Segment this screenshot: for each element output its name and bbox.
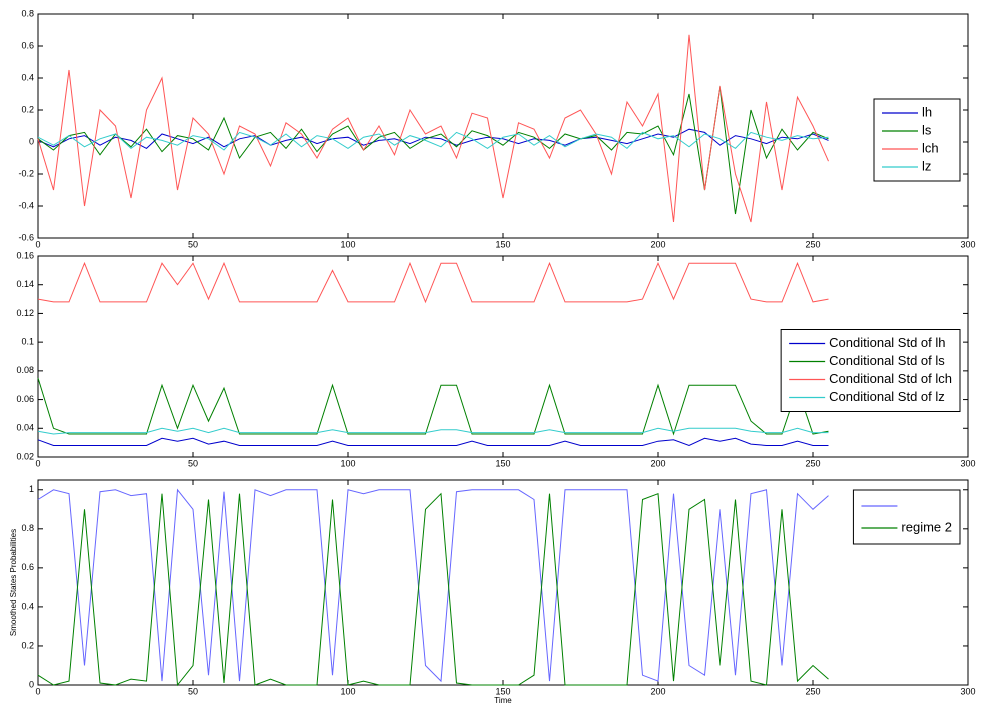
x-tick-label: 50 [188, 239, 198, 249]
x-tick-label: 100 [340, 458, 355, 468]
y-tick-label: -0.4 [18, 200, 34, 210]
series-line [37, 85, 829, 215]
y-tick-label: 0.2 [21, 104, 34, 114]
legend-label: Conditional Std of lh [829, 335, 945, 350]
y-tick-label: 0.4 [21, 601, 34, 611]
y-tick-label: 0.6 [21, 40, 34, 50]
y-tick-label: 0.2 [21, 640, 34, 650]
legend-label: ls [922, 122, 932, 137]
y-tick-label: 0.12 [16, 308, 34, 318]
y-tick-label: 1 [29, 484, 34, 494]
x-tick-label: 0 [35, 239, 40, 249]
legend-label: regime 2 [901, 519, 952, 534]
series-line [37, 261, 829, 304]
x-tick-label: 250 [805, 239, 820, 249]
x-tick-label: 200 [650, 686, 665, 696]
x-tick-label: 250 [805, 686, 820, 696]
y-axis-label: Smoothed States Probabilities [9, 529, 18, 636]
x-tick-label: 0 [35, 458, 40, 468]
legend: regime 2 [852, 489, 961, 545]
legend-label: lh [922, 104, 932, 119]
y-tick-label: 0.8 [21, 523, 34, 533]
y-tick-label: 0.6 [21, 562, 34, 572]
x-tick-label: 100 [340, 686, 355, 696]
y-tick-label: -0.6 [18, 232, 34, 242]
series-line [37, 131, 829, 151]
series-line [37, 492, 829, 687]
y-tick-label: 0 [29, 679, 34, 689]
y-tick-label: 0.06 [16, 394, 34, 404]
y-tick-label: 0.1 [21, 337, 34, 347]
x-tick-label: 250 [805, 458, 820, 468]
y-tick-label: 0.02 [16, 451, 34, 461]
x-tick-label: 50 [188, 458, 198, 468]
legend-label: Conditional Std of lch [829, 371, 952, 386]
legend-label: Conditional Std of lz [829, 389, 945, 404]
legend: Conditional Std of lh Conditional Std of … [780, 329, 961, 412]
x-tick-label: 200 [650, 239, 665, 249]
x-tick-label: 0 [35, 686, 40, 696]
legend-box [873, 98, 961, 182]
series-line [37, 437, 829, 447]
series-line [37, 34, 829, 223]
y-tick-label: 0.14 [16, 279, 34, 289]
y-tick-label: 0.16 [16, 250, 34, 260]
y-tick-label: 0 [29, 136, 34, 146]
y-tick-label: 0.08 [16, 365, 34, 375]
legend-label: lz [922, 158, 931, 173]
x-tick-label: 300 [960, 686, 975, 696]
y-tick-label: 0.8 [21, 8, 34, 18]
plot-area [37, 13, 969, 239]
legend-label: lch [922, 140, 939, 155]
x-tick-label: 50 [188, 686, 198, 696]
legend: lh ls lch lz [873, 98, 961, 182]
x-tick-label: 300 [960, 239, 975, 249]
legend-label: Conditional Std of ls [829, 353, 945, 368]
plot-area [37, 479, 969, 686]
legend-box [852, 489, 961, 545]
x-tick-label: 100 [340, 239, 355, 249]
y-tick-label: 0.4 [21, 72, 34, 82]
x-tick-label: 200 [650, 458, 665, 468]
x-tick-label: 150 [495, 686, 510, 696]
y-tick-label: -0.2 [18, 168, 34, 178]
x-tick-label: 300 [960, 458, 975, 468]
series-line [37, 377, 829, 436]
y-tick-label: 0.04 [16, 423, 34, 433]
x-tick-label: 150 [495, 458, 510, 468]
series-line [37, 427, 829, 435]
x-axis-label: Time [494, 696, 512, 705]
x-tick-label: 150 [495, 239, 510, 249]
